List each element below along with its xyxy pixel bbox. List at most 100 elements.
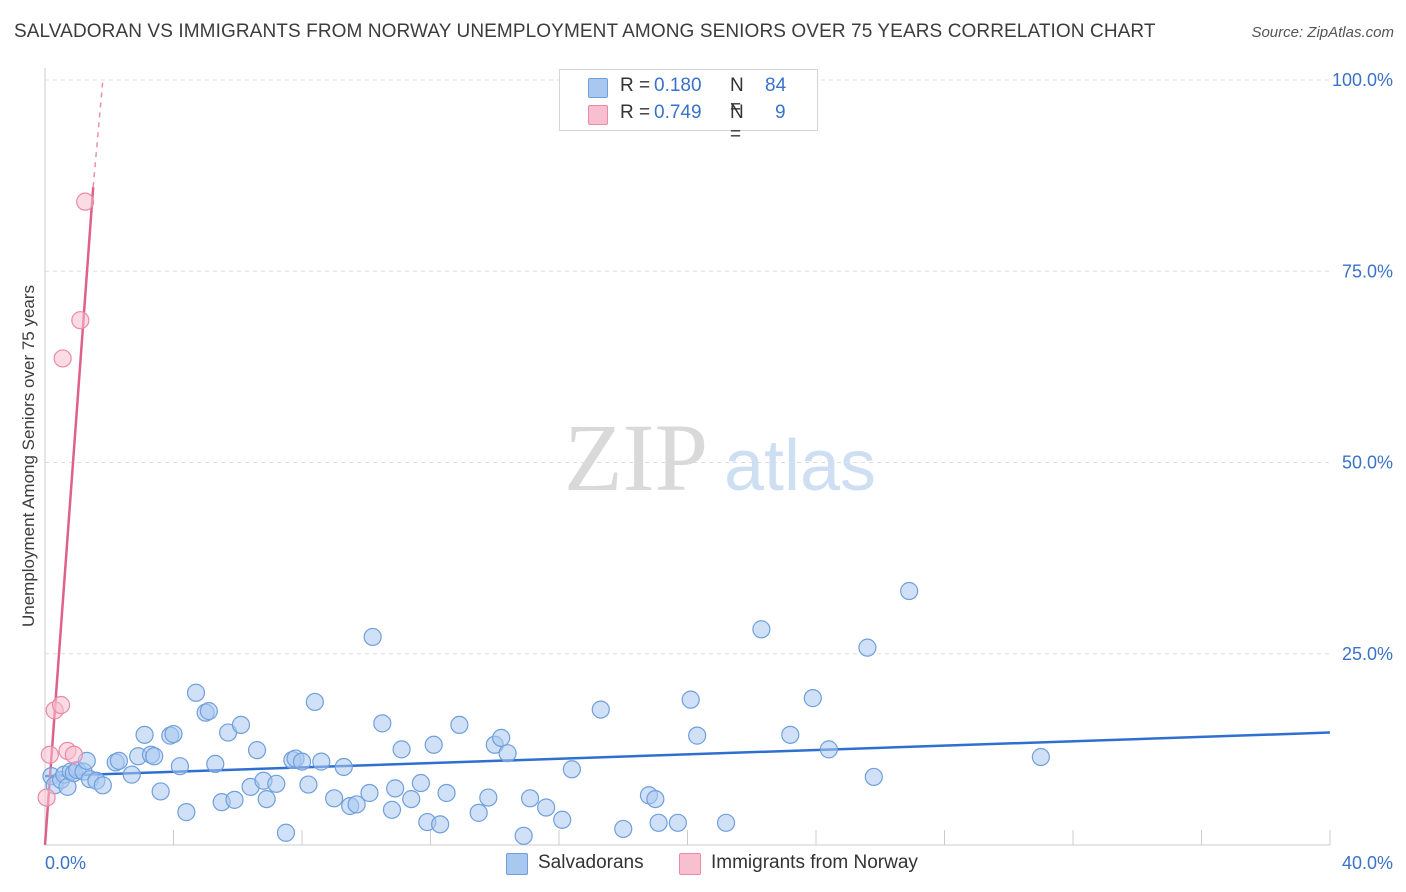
y-tick-label: 100.0% bbox=[1332, 70, 1393, 90]
salvadoran-point bbox=[649, 813, 668, 832]
salvadoran-point bbox=[109, 751, 128, 770]
watermark-atlas: atlas bbox=[724, 426, 876, 506]
salvadoran-point bbox=[177, 803, 196, 822]
series-swatch-norway bbox=[679, 853, 701, 875]
salvadoran-point bbox=[537, 798, 556, 817]
salvadoran-point bbox=[716, 813, 736, 832]
salvadoran-point bbox=[164, 724, 183, 744]
salvadoran-point bbox=[424, 735, 443, 754]
salvadoran-point bbox=[591, 700, 610, 719]
salvadoran-point bbox=[151, 782, 170, 801]
salvadoran-point bbox=[186, 683, 206, 702]
salvadoran-point bbox=[864, 767, 883, 787]
watermark: ZIP atlas bbox=[564, 404, 876, 511]
axes bbox=[44, 68, 1331, 846]
salvadoran-point bbox=[363, 627, 382, 647]
salvadoran-point bbox=[803, 689, 822, 708]
stats-legend: R = 0.180 N = 84 R = 0.749 N = 9 bbox=[559, 69, 818, 145]
salvadoran-point bbox=[402, 789, 421, 809]
norway-point bbox=[76, 192, 95, 211]
series-label-norway: Immigrants from Norway bbox=[711, 852, 918, 873]
salvadoran-point bbox=[382, 800, 402, 819]
trend-line-extension-1 bbox=[92, 79, 104, 188]
salvadoran-point bbox=[247, 741, 267, 760]
source-credit: Source: ZipAtlas.com bbox=[1251, 24, 1394, 41]
salvadoran-point bbox=[562, 760, 581, 779]
chart-title: SALVADORAN VS IMMIGRANTS FROM NORWAY UNE… bbox=[14, 21, 1156, 42]
trend-line-0 bbox=[44, 731, 1331, 778]
salvadoran-point bbox=[681, 690, 700, 709]
salvadoran-point bbox=[752, 620, 771, 639]
salvadoran-point bbox=[145, 747, 164, 766]
salvadoran-point bbox=[334, 757, 353, 777]
series-swatch-salvadorans bbox=[506, 853, 528, 875]
norway-point bbox=[71, 311, 90, 330]
salvadoran-point bbox=[498, 744, 517, 763]
tick-labels: 25.0% 50.0% 75.0% 100.0% 0.0% 40.0% bbox=[45, 70, 1393, 873]
salvadoran-point bbox=[373, 714, 392, 733]
salvadoran-point bbox=[450, 715, 469, 734]
salvadoran-point bbox=[325, 789, 344, 808]
legend-r-value: 0.180 bbox=[654, 75, 702, 96]
legend-n-value: 9 bbox=[775, 102, 786, 123]
salvadoran-point bbox=[514, 826, 533, 845]
salvadoran-point bbox=[267, 774, 286, 793]
trend-line-1 bbox=[43, 187, 95, 846]
salvadoran-point bbox=[392, 740, 411, 759]
salvadoran-point bbox=[469, 803, 488, 822]
norway-point bbox=[53, 349, 72, 368]
norway-point bbox=[40, 745, 59, 764]
salvadoran-point bbox=[411, 773, 430, 793]
salvadoran-point bbox=[437, 783, 456, 803]
salvadoran-point bbox=[257, 789, 276, 809]
y-tick-label: 25.0% bbox=[1342, 644, 1393, 664]
series-label-salvadorans: Salvadorans bbox=[538, 852, 644, 873]
salvadoran-point bbox=[858, 638, 877, 657]
salvadoran-point bbox=[135, 725, 154, 744]
salvadoran-point bbox=[122, 765, 141, 784]
salvadoran-point bbox=[386, 779, 405, 798]
legend-n-value: 84 bbox=[765, 75, 787, 96]
salvadoran-point bbox=[900, 581, 919, 601]
salvadoran-point bbox=[225, 790, 244, 809]
salvadoran-point bbox=[305, 692, 324, 712]
legend-n-label: N = bbox=[730, 102, 744, 145]
salvadoran-point bbox=[199, 702, 218, 721]
salvadoran-point bbox=[646, 789, 665, 809]
x-tick-label: 0.0% bbox=[45, 853, 86, 873]
legend-r-label: R = bbox=[620, 75, 651, 96]
salvadoran-point bbox=[231, 715, 251, 734]
salvadoran-point bbox=[668, 813, 687, 832]
legend-swatch-salvadorans bbox=[588, 78, 608, 98]
salvadoran-point bbox=[614, 819, 633, 839]
salvadoran-point bbox=[93, 776, 112, 795]
x-tick-label: 40.0% bbox=[1342, 853, 1393, 873]
salvadoran-point bbox=[688, 726, 707, 745]
data-points bbox=[37, 192, 1050, 845]
norway-point bbox=[37, 788, 56, 807]
salvadoran-point bbox=[276, 823, 296, 842]
norway-point bbox=[51, 695, 71, 715]
salvadoran-point bbox=[781, 725, 800, 744]
trend-lines bbox=[43, 79, 1331, 846]
salvadoran-point bbox=[479, 788, 498, 807]
salvadoran-point bbox=[347, 795, 366, 814]
legend-n-label: N = bbox=[730, 75, 744, 118]
salvadoran-point bbox=[520, 789, 540, 808]
salvadoran-point bbox=[492, 728, 511, 748]
salvadoran-point bbox=[312, 752, 331, 771]
salvadoran-point bbox=[360, 783, 379, 803]
y-tick-label: 50.0% bbox=[1342, 453, 1393, 473]
norway-point bbox=[64, 745, 84, 764]
salvadoran-point bbox=[170, 757, 190, 776]
y-tick-label: 75.0% bbox=[1342, 261, 1393, 281]
salvadoran-point bbox=[292, 752, 312, 771]
salvadoran-point bbox=[553, 810, 572, 829]
legend-r-value: 0.749 bbox=[654, 102, 702, 123]
legend-swatch-norway bbox=[588, 105, 608, 125]
salvadoran-point bbox=[206, 754, 225, 774]
watermark-zip: ZIP bbox=[564, 404, 708, 511]
gridlines bbox=[45, 79, 1330, 655]
salvadoran-point bbox=[819, 740, 838, 759]
